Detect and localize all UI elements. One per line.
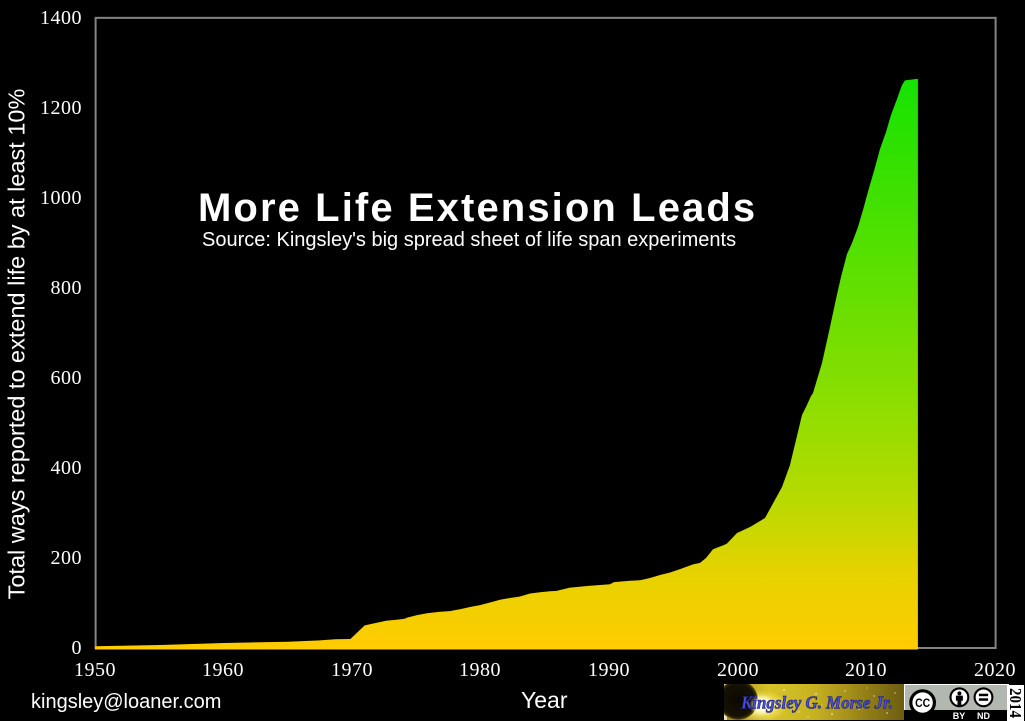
svg-text:Kingsley G. Morse Jr.: Kingsley G. Morse Jr. bbox=[740, 692, 893, 712]
svg-text:BY: BY bbox=[953, 711, 966, 721]
svg-text:ND: ND bbox=[977, 711, 990, 721]
svg-text:CC: CC bbox=[915, 696, 930, 710]
svg-text:2014: 2014 bbox=[1007, 688, 1024, 718]
